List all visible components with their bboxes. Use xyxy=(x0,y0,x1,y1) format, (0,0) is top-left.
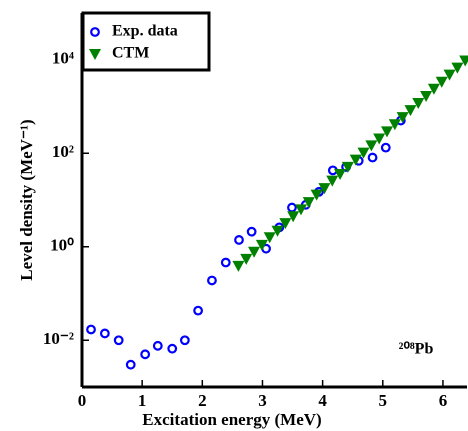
point xyxy=(443,69,456,81)
point xyxy=(427,83,440,95)
point xyxy=(367,152,378,163)
point xyxy=(220,257,231,268)
point xyxy=(248,246,261,258)
point xyxy=(140,349,151,360)
legend-label: CTM xyxy=(112,45,149,62)
point xyxy=(152,340,163,351)
point xyxy=(420,90,433,102)
point xyxy=(396,112,409,124)
annotation: ²⁰⁸Pb xyxy=(399,341,434,358)
point xyxy=(404,105,417,117)
x-tick-label: 0 xyxy=(78,391,87,410)
point xyxy=(99,328,110,339)
point xyxy=(234,235,244,245)
y-tick-label: 10⁴ xyxy=(52,49,74,68)
point xyxy=(294,204,307,216)
x-tick-label: 2 xyxy=(198,391,207,410)
point xyxy=(287,202,297,213)
x-tick-label: 1 xyxy=(138,391,147,410)
point xyxy=(451,62,464,74)
point xyxy=(263,232,276,244)
point xyxy=(86,324,96,335)
legend-marker xyxy=(89,49,101,60)
point xyxy=(357,147,370,159)
point xyxy=(326,175,339,187)
point xyxy=(373,133,386,145)
point xyxy=(459,55,468,67)
point xyxy=(365,140,378,152)
point xyxy=(193,305,204,316)
x-axis-label: Excitation energy (MeV) xyxy=(142,410,321,429)
point xyxy=(318,183,331,195)
point xyxy=(341,161,354,173)
point xyxy=(179,335,190,346)
point xyxy=(125,359,136,370)
point xyxy=(167,343,178,354)
point xyxy=(279,218,292,230)
x-tick-label: 6 xyxy=(439,391,448,410)
legend-box xyxy=(81,11,211,72)
x-tick-label: 4 xyxy=(318,391,327,410)
point xyxy=(207,275,217,286)
point xyxy=(412,97,425,109)
point xyxy=(113,335,124,346)
point xyxy=(246,226,257,237)
y-axis-label: Level density (MeV⁻¹) xyxy=(17,119,36,280)
x-tick-label: 3 xyxy=(258,391,267,410)
point xyxy=(271,225,284,237)
point xyxy=(334,168,347,180)
y-tick-label: 10⁻² xyxy=(43,329,74,348)
point xyxy=(388,119,401,131)
y-tick-label: 10² xyxy=(52,142,74,161)
point xyxy=(435,76,448,88)
y-tick-label: 10⁰ xyxy=(50,236,74,255)
x-tick-label: 5 xyxy=(379,391,388,410)
legend-marker xyxy=(90,27,100,37)
point xyxy=(255,239,268,251)
point xyxy=(287,211,300,223)
point xyxy=(302,197,315,209)
point xyxy=(380,126,393,138)
point xyxy=(240,253,253,265)
point xyxy=(310,189,323,201)
point xyxy=(232,260,245,272)
legend-label: Exp. data xyxy=(112,23,178,40)
point xyxy=(380,142,391,153)
point xyxy=(349,154,362,166)
